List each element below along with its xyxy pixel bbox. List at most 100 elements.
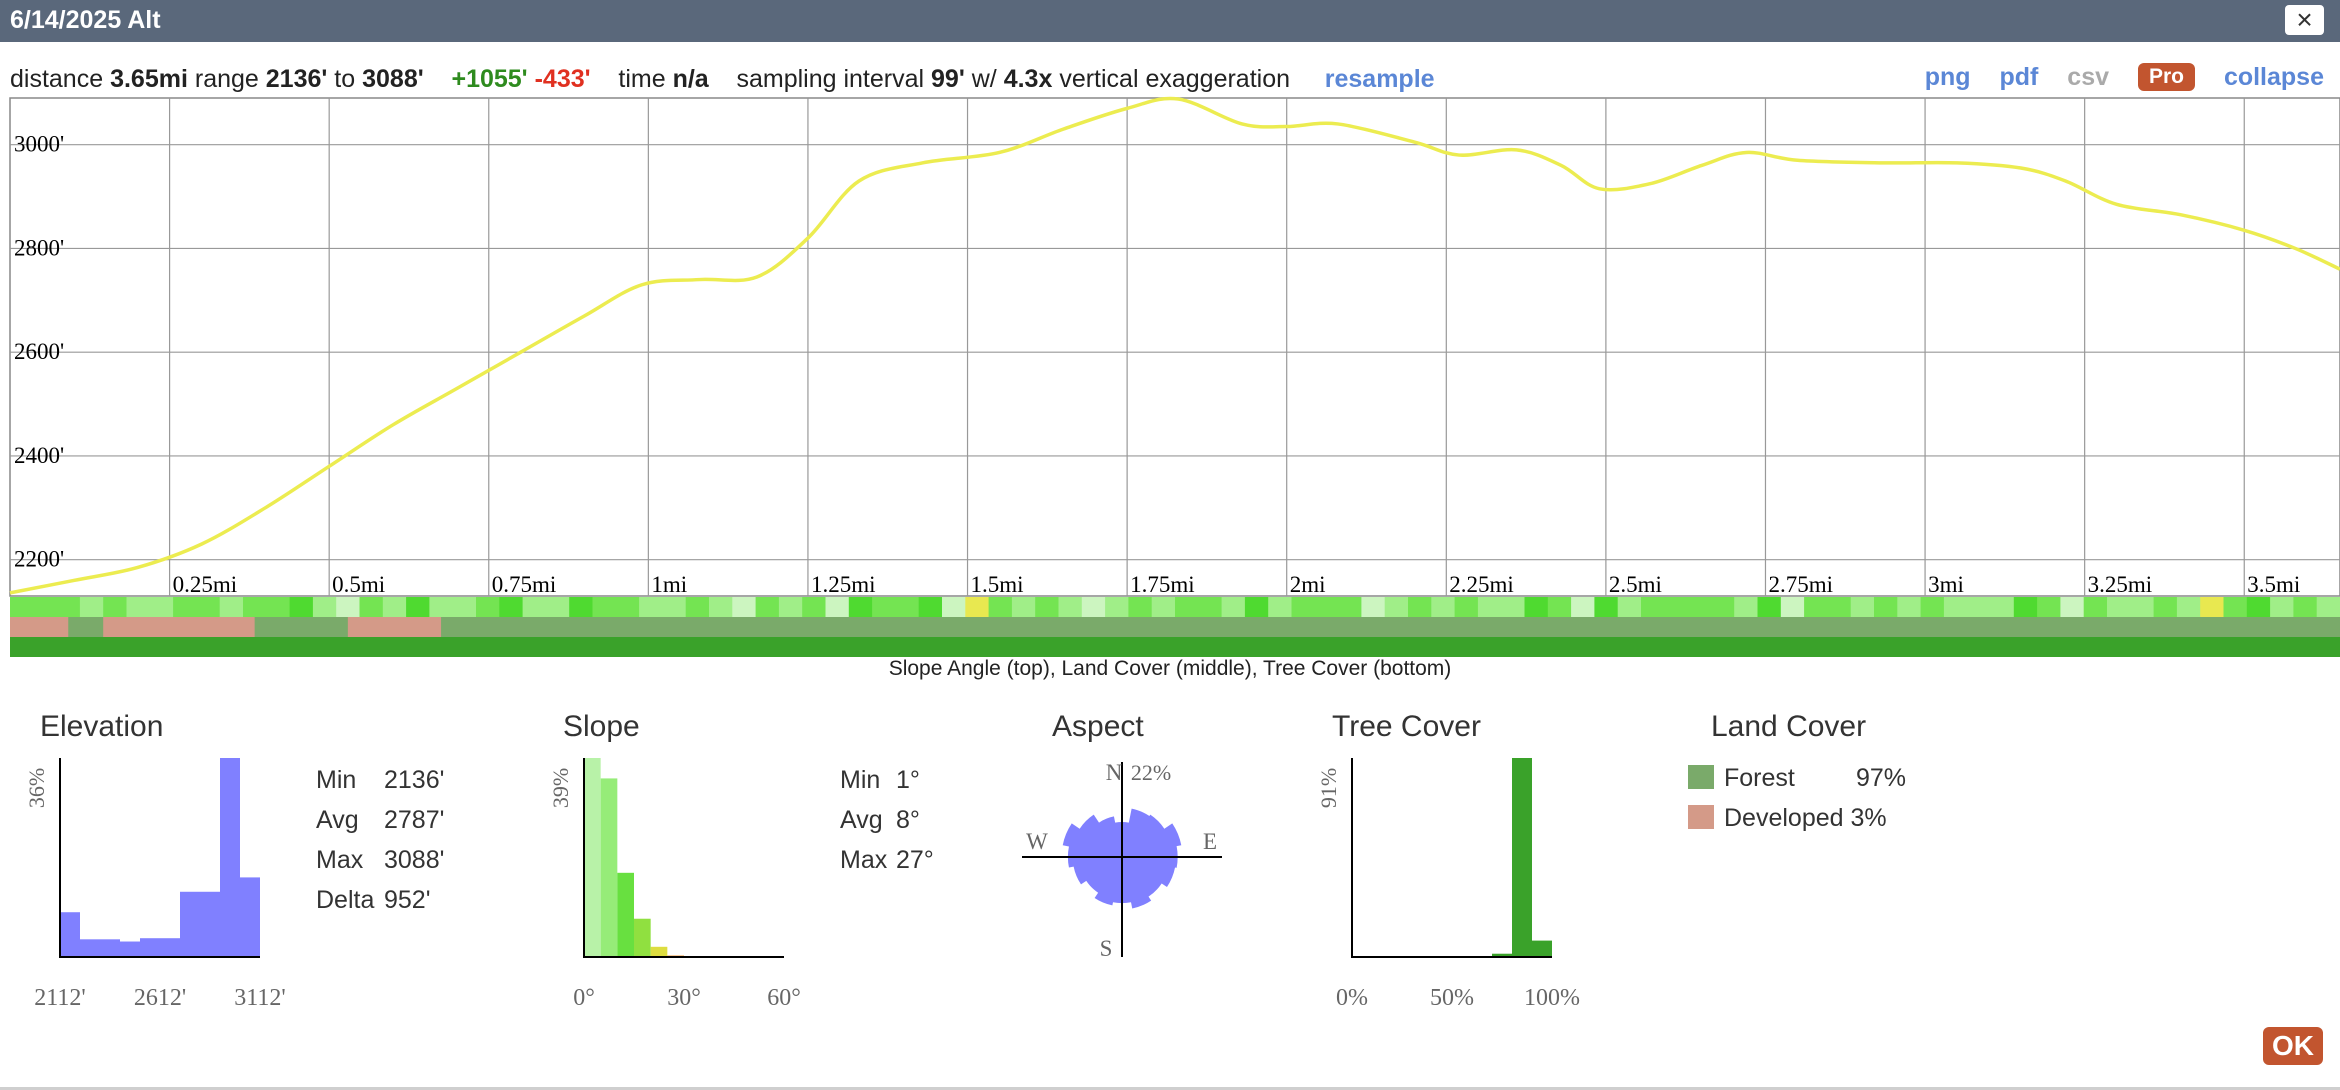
slope-strip-cell <box>126 597 151 617</box>
slope-strip-cell <box>1454 597 1479 617</box>
tree-cover-strip <box>10 637 2340 657</box>
forest-swatch <box>1688 765 1714 789</box>
slope-title: Slope <box>563 710 640 743</box>
slope-strip-cell <box>662 597 687 617</box>
land-cover-developed-band <box>10 617 69 637</box>
slope-strip-cell <box>2293 597 2318 617</box>
close-button[interactable]: × <box>2285 5 2324 35</box>
slope-histogram: 39% 0° 30° 60° <box>548 758 801 1010</box>
x-tick-label: 2.5mi <box>1609 572 1662 597</box>
slope-strip-cell <box>848 597 873 617</box>
elev-stat-value: 2787' <box>384 806 445 834</box>
elev-stat-value: 3088' <box>384 846 445 874</box>
slope-strip-cell <box>755 597 780 617</box>
elev-stat-label: Avg <box>316 806 359 834</box>
slope-bar <box>584 758 601 957</box>
png-link[interactable]: png <box>1924 63 1971 91</box>
elev-stat-value: 2136' <box>384 766 445 794</box>
elev-stat-label: Max <box>316 846 364 874</box>
slope-strip-cell <box>778 597 803 617</box>
slope-stat-value: 8° <box>896 806 920 834</box>
land-cover-strip <box>10 617 2340 637</box>
slope-strip-cell <box>1874 597 1898 617</box>
slope-strip-cell <box>1477 597 1502 617</box>
ok-button[interactable]: OK <box>2263 1027 2323 1065</box>
slope-strip-cell <box>1967 597 1992 617</box>
resample-link[interactable]: resample <box>1324 65 1435 93</box>
pdf-link[interactable]: pdf <box>1999 63 2039 91</box>
slope-strip-cell <box>2316 597 2340 617</box>
elevation-xlabel-0: 2112' <box>34 985 85 1010</box>
slope-strip-cell <box>1221 597 1246 617</box>
slope-strip-cell <box>289 597 314 617</box>
elevation-bar <box>180 891 200 957</box>
x-tick-label: 0.75mi <box>492 572 557 597</box>
land-cover-developed-band <box>103 617 255 637</box>
slope-strip-cell <box>1687 597 1712 617</box>
y-tick-label: 2600' <box>14 339 64 364</box>
land-cover-label: Forest <box>1724 764 1795 792</box>
pro-badge[interactable]: Pro <box>2137 63 2195 91</box>
tree-xlabel-2: 100% <box>1524 985 1580 1010</box>
strip-caption: Slope Angle (top), Land Cover (middle), … <box>888 657 1452 680</box>
exaggeration-value: 4.3x <box>1003 65 1053 93</box>
slope-strip-cell <box>1151 597 1176 617</box>
elevation-bar <box>220 758 240 957</box>
csv-link[interactable]: csv <box>2067 63 2110 91</box>
y-tick-label: 2200' <box>14 547 64 572</box>
bottom-border <box>0 1087 2340 1090</box>
aspect-rose: N 22% E W S <box>1022 760 1222 961</box>
slope-strip-cell <box>1431 597 1456 617</box>
slope-xlabel-2: 60° <box>767 985 801 1010</box>
slope-strip-cell <box>965 597 990 617</box>
slope-strip-cell <box>732 597 757 617</box>
elevation-title: Elevation <box>40 710 164 743</box>
collapse-link[interactable]: collapse <box>2223 63 2324 91</box>
elevation-profile-chart[interactable]: 2200' 2400' 2600' 2800' 3000' 0.25mi 0.5mi 0.7… <box>0 0 2340 700</box>
slope-strip-cell <box>429 597 454 617</box>
slope-strip-cell <box>1011 597 1036 617</box>
profile-plot-area <box>9 97 2340 597</box>
elevation-bar <box>60 912 80 957</box>
slope-strip-cell <box>196 597 221 617</box>
x-tick-label: 3.25mi <box>2088 572 2153 597</box>
slope-stat-label: Min <box>840 766 881 794</box>
slope-strip-cell <box>1710 597 1735 617</box>
aspect-south-label: S <box>1100 936 1113 961</box>
slope-strip-cell <box>56 597 81 617</box>
slope-strip-cell <box>406 597 430 617</box>
sampling-label: sampling interval <box>736 65 925 93</box>
tree-xlabel-0: 0% <box>1336 985 1368 1010</box>
y-tick-label: 2400' <box>14 443 64 468</box>
slope-strip-cell <box>1827 597 1852 617</box>
elevation-bar <box>80 939 100 957</box>
land-cover-forest-band <box>10 617 2340 637</box>
slope-strip-cell <box>1990 597 2015 617</box>
slope-strip-cell <box>1338 597 1362 617</box>
x-tick-label: 0.25mi <box>173 572 238 597</box>
slope-strip-cell <box>1058 597 1083 617</box>
range-max: 3088' <box>362 65 424 93</box>
slope-strip-cell <box>1757 597 1782 617</box>
slope-strip-cell <box>1920 597 1945 617</box>
slope-strip-cell <box>2083 597 2108 617</box>
slope-bar <box>617 872 634 957</box>
slope-strip-cell <box>872 597 896 617</box>
slope-strip-cell <box>382 597 407 617</box>
slope-strip-cell <box>1594 597 1619 617</box>
slope-strip-cell <box>266 597 291 617</box>
slope-stats: Min 1° Avg 8° Max 27° <box>840 760 934 880</box>
slope-strip-cell <box>2176 597 2201 617</box>
slope-strip-cell <box>2060 597 2085 617</box>
slope-bar <box>650 946 668 957</box>
slope-strip-cell <box>2153 597 2178 617</box>
elevation-stats: Min 2136' Avg 2787' Max 3088' Delta 952' <box>316 760 444 920</box>
aspect-east-label: E <box>1203 829 1217 854</box>
slope-strip-cell <box>10 597 34 617</box>
slope-strip-cell <box>1361 597 1386 617</box>
aspect-max-label: 22% <box>1131 760 1171 785</box>
with-label: w/ <box>971 65 997 93</box>
x-tick-label: 1.5mi <box>971 572 1024 597</box>
x-tick-label: 2.25mi <box>1449 572 1514 597</box>
elev-stat-value: 952' <box>384 886 431 914</box>
